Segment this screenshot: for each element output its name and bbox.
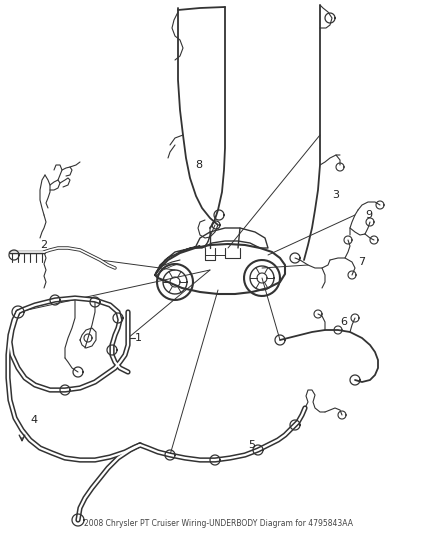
Text: 3: 3: [332, 190, 339, 200]
Text: 2: 2: [40, 240, 47, 250]
Text: 2008 Chrysler PT Cruiser Wiring-UNDERBODY Diagram for 4795843AA: 2008 Chrysler PT Cruiser Wiring-UNDERBOD…: [85, 519, 353, 528]
Text: 5: 5: [248, 440, 255, 450]
Text: 1: 1: [135, 333, 142, 343]
Text: 8: 8: [195, 160, 202, 170]
Text: 6: 6: [340, 317, 347, 327]
Text: 7: 7: [358, 257, 365, 267]
Text: 9: 9: [365, 210, 372, 220]
Text: 4: 4: [30, 415, 37, 425]
